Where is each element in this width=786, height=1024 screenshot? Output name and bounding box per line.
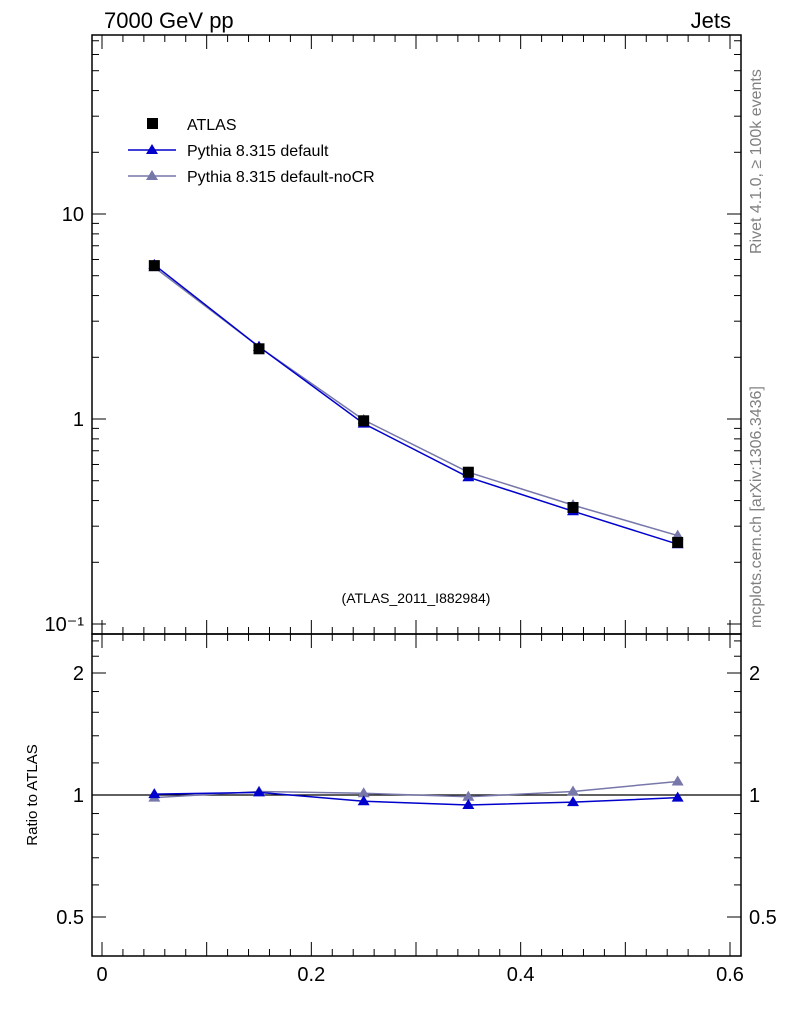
ratio-series-point-0: [357, 795, 370, 806]
rivet-version-label: Rivet 4.1.0, ≥ 100k events: [748, 69, 765, 254]
atlas-data-point: [567, 502, 579, 514]
atlas-data-point: [672, 536, 684, 548]
atlas-data-point: [358, 415, 370, 427]
ratio-x-tick-label: 0.4: [507, 964, 535, 986]
header-right-title: Jets: [691, 8, 731, 33]
ratio-series-point-0: [567, 796, 579, 807]
main-y-tick-label: 10: [62, 204, 84, 226]
ratio-series-point-0: [462, 798, 475, 809]
mcplots-label: mcplots.cern.ch [arXiv:1306.3436]: [748, 386, 765, 628]
legend-atlas-label: ATLAS: [187, 117, 237, 134]
main-y-tick-label: 10⁻¹: [45, 614, 85, 636]
atlas-data-point: [462, 466, 474, 478]
ratio-series-point-1: [567, 785, 579, 796]
ratio-y-tick-label-left: 2: [73, 663, 84, 685]
ratio-y-tick-label-right: 0.5: [749, 907, 777, 929]
ratio-plot-panel: 0 0.2 0.4 0.6 0.5 0.5 1 1 2 2: [56, 633, 777, 986]
ratio-series-point-0: [148, 788, 161, 799]
ratio-x-tick-label: 0.6: [716, 964, 744, 986]
ratio-series-point-1: [671, 775, 684, 786]
main-y-tick-label: 1: [73, 409, 84, 431]
legend: ATLAS Pythia 8.315 default Pythia 8.315 …: [128, 117, 375, 186]
legend-atlas-marker: [147, 118, 158, 129]
header-left-title: 7000 GeV pp: [104, 8, 234, 33]
legend-pythia-default-marker: [146, 144, 158, 154]
ratio-series-point-0: [253, 786, 265, 797]
watermark-analysis-id: (ATLAS_2011_I882984): [342, 590, 491, 606]
ratio-y-tick-label-right: 1: [749, 785, 760, 807]
atlas-data-point: [253, 343, 265, 355]
ratio-series-line-0: [154, 791, 678, 806]
series-line-2: [153, 266, 678, 537]
ratio-series-point-0: [671, 791, 684, 802]
atlas-data-point: [148, 260, 160, 272]
ratio-x-tick-label: 0.2: [297, 964, 325, 986]
ratio-x-tick-label: 0: [96, 964, 107, 986]
ratio-y-tick-label-left: 1: [73, 785, 84, 807]
ratio-y-tick-label-right: 2: [749, 663, 760, 685]
legend-pythia-default-label: Pythia 8.315 default: [187, 143, 329, 160]
ratio-y-axis-label: Ratio to ATLAS: [24, 744, 41, 845]
legend-pythia-nocr-marker: [146, 170, 158, 180]
series-line-1: [153, 264, 678, 545]
ratio-series-point-1: [357, 787, 370, 798]
legend-pythia-nocr-label: Pythia 8.315 default-noCR: [187, 169, 375, 186]
ratio-series-point-1: [462, 790, 475, 801]
ratio-y-tick-label-left: 0.5: [56, 907, 84, 929]
